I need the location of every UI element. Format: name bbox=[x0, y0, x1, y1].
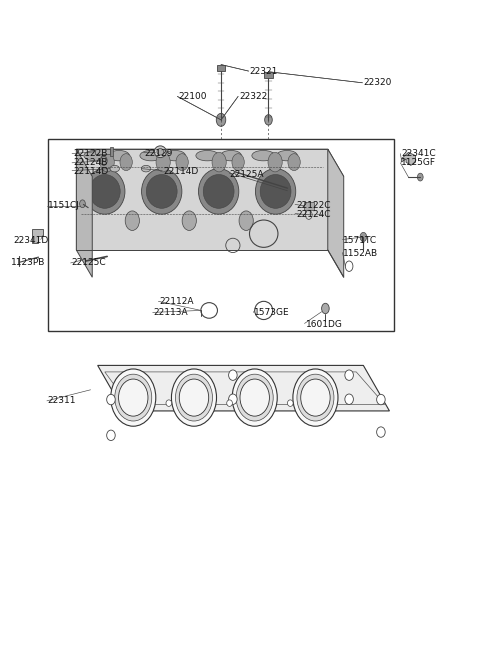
Ellipse shape bbox=[84, 169, 125, 214]
Ellipse shape bbox=[252, 150, 275, 161]
Ellipse shape bbox=[179, 379, 209, 416]
Polygon shape bbox=[96, 149, 109, 154]
Ellipse shape bbox=[157, 148, 164, 155]
Text: 22341D: 22341D bbox=[13, 236, 48, 245]
Polygon shape bbox=[76, 149, 344, 176]
Ellipse shape bbox=[176, 374, 213, 421]
Circle shape bbox=[239, 211, 253, 230]
Text: 22114D: 22114D bbox=[73, 167, 108, 176]
Ellipse shape bbox=[345, 394, 353, 405]
Ellipse shape bbox=[377, 427, 385, 438]
Ellipse shape bbox=[107, 430, 115, 441]
Circle shape bbox=[120, 154, 132, 171]
Text: 1151CJ: 1151CJ bbox=[48, 201, 80, 210]
Polygon shape bbox=[304, 202, 314, 210]
Polygon shape bbox=[76, 149, 328, 250]
Text: 22124C: 22124C bbox=[296, 211, 331, 219]
Ellipse shape bbox=[141, 165, 151, 172]
Ellipse shape bbox=[119, 379, 148, 416]
Ellipse shape bbox=[203, 174, 234, 209]
Ellipse shape bbox=[108, 150, 130, 161]
Ellipse shape bbox=[288, 400, 293, 406]
Polygon shape bbox=[32, 229, 43, 243]
Ellipse shape bbox=[196, 150, 219, 161]
Ellipse shape bbox=[255, 169, 296, 214]
Circle shape bbox=[80, 200, 85, 208]
Text: 22322: 22322 bbox=[239, 92, 267, 101]
Ellipse shape bbox=[140, 150, 163, 161]
Text: 22341C: 22341C bbox=[401, 149, 436, 158]
Circle shape bbox=[216, 113, 226, 127]
Text: 22112A: 22112A bbox=[159, 297, 194, 306]
Polygon shape bbox=[217, 64, 225, 71]
Ellipse shape bbox=[345, 370, 353, 380]
Ellipse shape bbox=[240, 379, 269, 416]
Polygon shape bbox=[97, 365, 389, 411]
Text: 22124B: 22124B bbox=[73, 158, 108, 167]
Circle shape bbox=[232, 154, 244, 171]
Ellipse shape bbox=[228, 394, 237, 405]
Text: 1571TC: 1571TC bbox=[343, 236, 378, 245]
Ellipse shape bbox=[115, 374, 152, 421]
Ellipse shape bbox=[84, 150, 107, 161]
Circle shape bbox=[182, 211, 196, 230]
Circle shape bbox=[268, 152, 282, 172]
Ellipse shape bbox=[293, 369, 338, 426]
Circle shape bbox=[360, 232, 367, 241]
Ellipse shape bbox=[297, 374, 334, 421]
Circle shape bbox=[125, 211, 139, 230]
Polygon shape bbox=[76, 149, 92, 277]
Ellipse shape bbox=[276, 150, 298, 161]
Ellipse shape bbox=[220, 150, 241, 161]
Text: 22311: 22311 bbox=[48, 396, 76, 405]
Ellipse shape bbox=[110, 165, 120, 172]
Text: 22129: 22129 bbox=[144, 149, 172, 158]
Ellipse shape bbox=[166, 400, 172, 406]
Ellipse shape bbox=[146, 174, 177, 209]
Ellipse shape bbox=[107, 394, 115, 405]
Ellipse shape bbox=[260, 174, 291, 209]
Text: 22113A: 22113A bbox=[154, 308, 188, 317]
Text: 1125GF: 1125GF bbox=[401, 158, 436, 167]
Polygon shape bbox=[109, 147, 113, 156]
Circle shape bbox=[418, 173, 423, 181]
Ellipse shape bbox=[89, 174, 120, 209]
Text: 22320: 22320 bbox=[363, 78, 392, 87]
Ellipse shape bbox=[142, 169, 182, 214]
Ellipse shape bbox=[301, 379, 330, 416]
Circle shape bbox=[264, 115, 272, 125]
Ellipse shape bbox=[165, 150, 185, 161]
Ellipse shape bbox=[111, 369, 156, 426]
Text: 22321: 22321 bbox=[250, 66, 278, 75]
Ellipse shape bbox=[232, 369, 277, 426]
Polygon shape bbox=[264, 72, 273, 78]
Ellipse shape bbox=[171, 369, 216, 426]
Circle shape bbox=[288, 154, 300, 171]
Ellipse shape bbox=[377, 394, 385, 405]
Text: 1573GE: 1573GE bbox=[254, 308, 290, 317]
Ellipse shape bbox=[227, 400, 232, 406]
Polygon shape bbox=[401, 152, 416, 165]
Text: 1601DG: 1601DG bbox=[305, 319, 342, 329]
Text: 22125A: 22125A bbox=[229, 170, 264, 179]
Text: 1152AB: 1152AB bbox=[343, 249, 379, 258]
Ellipse shape bbox=[199, 169, 239, 214]
Polygon shape bbox=[328, 149, 344, 277]
Text: 1123PB: 1123PB bbox=[12, 258, 46, 268]
Text: 22100: 22100 bbox=[179, 92, 207, 101]
Circle shape bbox=[212, 152, 226, 172]
Ellipse shape bbox=[228, 370, 237, 380]
Ellipse shape bbox=[155, 146, 166, 157]
Circle shape bbox=[176, 154, 188, 171]
Text: 22122C: 22122C bbox=[296, 201, 331, 210]
Circle shape bbox=[156, 152, 170, 172]
Circle shape bbox=[100, 152, 114, 172]
Text: 22122B: 22122B bbox=[73, 149, 108, 158]
Text: 22114D: 22114D bbox=[163, 167, 198, 176]
Text: 22125C: 22125C bbox=[72, 258, 106, 268]
Ellipse shape bbox=[236, 374, 273, 421]
Circle shape bbox=[322, 303, 329, 314]
